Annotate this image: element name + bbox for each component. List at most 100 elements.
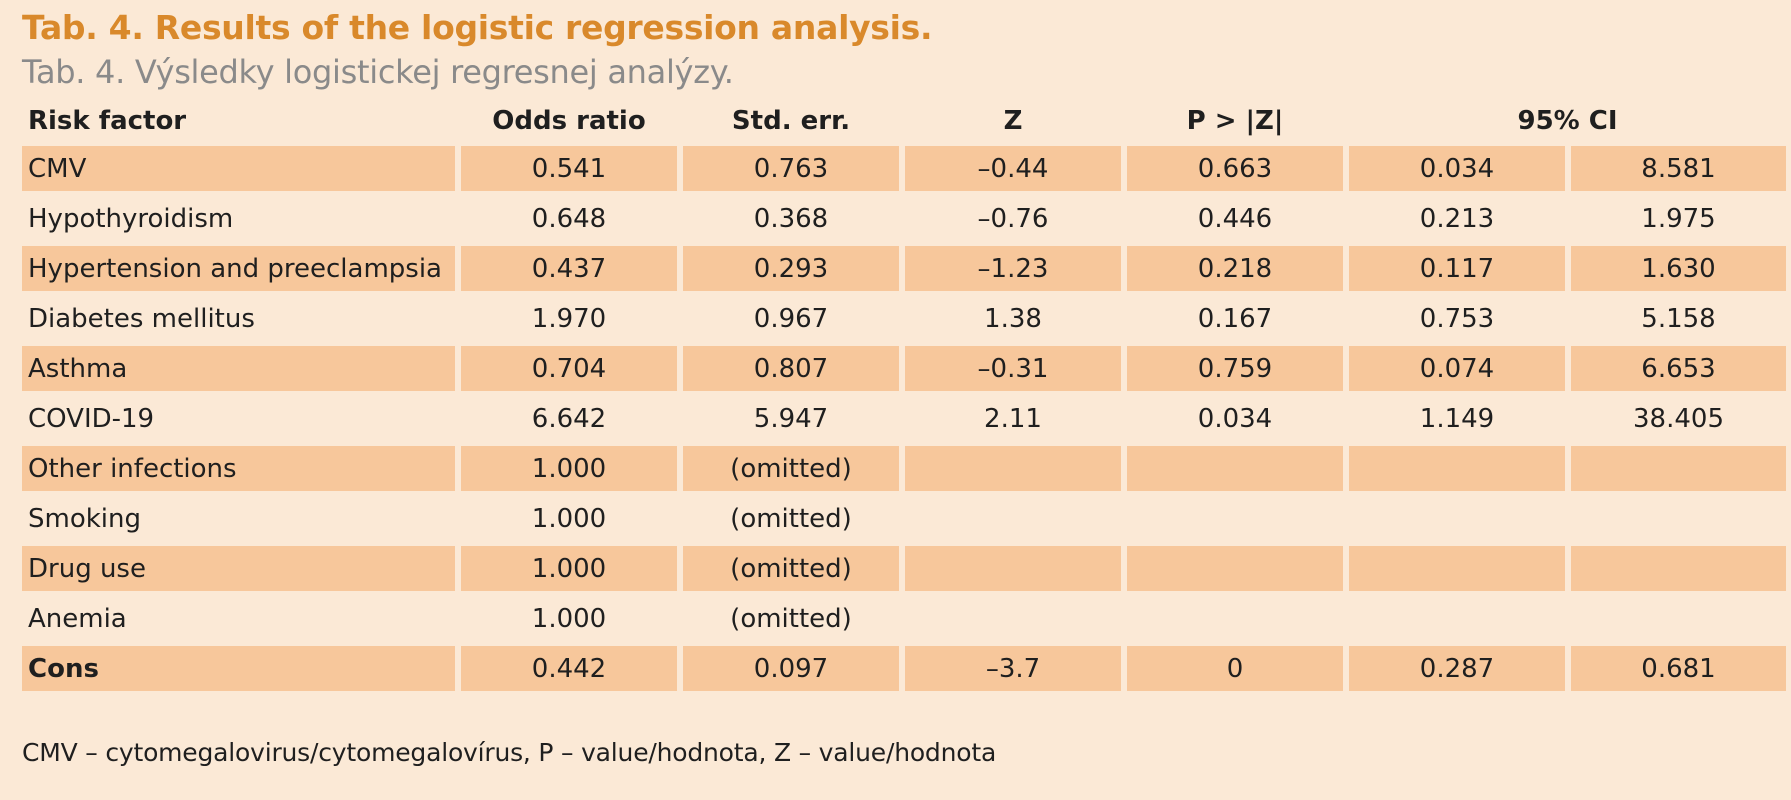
cell-p bbox=[1127, 496, 1343, 541]
cell-ci-low: 0.753 bbox=[1419, 303, 1495, 334]
cell-ci-low bbox=[1349, 596, 1565, 641]
cell-ci-high: 8.581 bbox=[1571, 146, 1787, 191]
cell-z bbox=[905, 596, 1121, 641]
table-row: Asthma 0.704 0.807 –0.31 0.759 0.074 6.6… bbox=[22, 346, 1787, 391]
header-risk-factor: Risk factor bbox=[28, 106, 187, 136]
cell-z: –1.23 bbox=[905, 246, 1121, 291]
cell-std-err: 0.293 bbox=[683, 246, 899, 291]
cell-ci-low bbox=[1349, 546, 1565, 591]
table-row: Cons 0.442 0.097 –3.7 0 0.287 0.681 bbox=[22, 646, 1787, 691]
table-title: Tab. 4. Results of the logistic regressi… bbox=[22, 8, 933, 47]
cell-z bbox=[905, 446, 1121, 491]
cell-odds-ratio: 0.437 bbox=[461, 246, 677, 291]
cell-p: 0.218 bbox=[1127, 246, 1343, 291]
cell-std-err: (omitted) bbox=[730, 603, 852, 634]
cell-std-err: 0.097 bbox=[683, 646, 899, 691]
cell-z bbox=[905, 546, 1121, 591]
cell-p: 0.759 bbox=[1127, 346, 1343, 391]
cell-risk-factor: Hypothyroidism bbox=[28, 203, 234, 234]
cell-std-err: 0.807 bbox=[683, 346, 899, 391]
cell-ci-high: 6.653 bbox=[1571, 346, 1787, 391]
cell-odds-ratio: 1.970 bbox=[531, 303, 607, 334]
cell-p: 0.663 bbox=[1127, 146, 1343, 191]
cell-std-err: 0.967 bbox=[753, 303, 829, 334]
cell-risk-factor: COVID-19 bbox=[28, 403, 155, 434]
cell-risk-factor: Other infections bbox=[22, 446, 455, 491]
cell-odds-ratio: 0.648 bbox=[531, 203, 607, 234]
table-row: Other infections 1.000 (omitted) bbox=[22, 446, 1787, 491]
cell-z bbox=[905, 496, 1121, 541]
header-odds-ratio: Odds ratio bbox=[492, 106, 646, 136]
cell-p: 0.034 bbox=[1197, 403, 1273, 434]
cell-ci-low: 0.287 bbox=[1349, 646, 1565, 691]
cell-ci-high: 1.630 bbox=[1571, 246, 1787, 291]
header-row: Risk factor Odds ratio Std. err. Z P > |… bbox=[22, 101, 1786, 141]
cell-ci-high bbox=[1571, 446, 1787, 491]
table-row: Drug use 1.000 (omitted) bbox=[22, 546, 1787, 591]
cell-odds-ratio: 0.541 bbox=[461, 146, 677, 191]
cell-std-err: (omitted) bbox=[683, 546, 899, 591]
cell-odds-ratio: 0.442 bbox=[461, 646, 677, 691]
cell-z: –0.44 bbox=[905, 146, 1121, 191]
cell-odds-ratio: 1.000 bbox=[461, 546, 677, 591]
cell-risk-factor: Cons bbox=[22, 646, 455, 691]
cell-risk-factor: Diabetes mellitus bbox=[28, 303, 255, 334]
table-row: Diabetes mellitus 1.970 0.967 1.38 0.167… bbox=[22, 296, 1786, 341]
cell-std-err: (omitted) bbox=[683, 446, 899, 491]
cell-odds-ratio: 1.000 bbox=[531, 503, 607, 534]
cell-odds-ratio: 1.000 bbox=[461, 446, 677, 491]
cell-p: 0.446 bbox=[1197, 203, 1273, 234]
cell-std-err: 0.763 bbox=[683, 146, 899, 191]
cell-ci-high bbox=[1571, 596, 1786, 641]
table-row: Anemia 1.000 (omitted) bbox=[22, 596, 1786, 641]
cell-p bbox=[1127, 546, 1343, 591]
cell-risk-factor: CMV bbox=[22, 146, 455, 191]
header-p: P > |Z| bbox=[1186, 106, 1284, 136]
cell-odds-ratio: 6.642 bbox=[531, 403, 607, 434]
cell-risk-factor: Hypertension and preeclampsia bbox=[22, 246, 455, 291]
cell-ci-low: 0.074 bbox=[1349, 346, 1565, 391]
cell-ci-high bbox=[1571, 496, 1786, 541]
cell-p: 0.167 bbox=[1197, 303, 1273, 334]
table-row: Hypothyroidism 0.648 0.368 –0.76 0.446 0… bbox=[22, 196, 1786, 241]
cell-std-err: (omitted) bbox=[730, 503, 852, 534]
cell-ci-high: 1.975 bbox=[1641, 203, 1716, 234]
cell-ci-high: 0.681 bbox=[1571, 646, 1787, 691]
cell-ci-low: 0.034 bbox=[1349, 146, 1565, 191]
cell-risk-factor: Asthma bbox=[22, 346, 455, 391]
table-row: Hypertension and preeclampsia 0.437 0.29… bbox=[22, 246, 1787, 291]
cell-ci-low bbox=[1349, 446, 1565, 491]
header-z: Z bbox=[1003, 106, 1023, 136]
cell-ci-high bbox=[1571, 546, 1787, 591]
table-subtitle: Tab. 4. Výsledky logistickej regresnej a… bbox=[22, 53, 734, 91]
cell-ci-low: 0.117 bbox=[1349, 246, 1565, 291]
cell-std-err: 0.368 bbox=[753, 203, 829, 234]
cell-std-err: 5.947 bbox=[753, 403, 829, 434]
table-row: COVID-19 6.642 5.947 2.11 0.034 1.149 38… bbox=[22, 396, 1786, 441]
cell-odds-ratio: 0.704 bbox=[461, 346, 677, 391]
cell-z: –0.76 bbox=[977, 203, 1049, 234]
cell-ci-low: 1.149 bbox=[1419, 403, 1495, 434]
cell-ci-low: 0.213 bbox=[1419, 203, 1495, 234]
table-row: Smoking 1.000 (omitted) bbox=[22, 496, 1786, 541]
cell-risk-factor: Anemia bbox=[28, 603, 127, 634]
header-std-err: Std. err. bbox=[731, 106, 851, 136]
cell-odds-ratio: 1.000 bbox=[531, 603, 607, 634]
cell-z: –3.7 bbox=[905, 646, 1121, 691]
cell-z: 2.11 bbox=[984, 403, 1042, 434]
cell-ci-high: 38.405 bbox=[1633, 403, 1724, 434]
cell-z: 1.38 bbox=[984, 303, 1042, 334]
table-footnote: CMV – cytomegalovirus/cytomegalovírus, P… bbox=[22, 738, 997, 767]
cell-p: 0 bbox=[1127, 646, 1343, 691]
cell-ci-low bbox=[1349, 496, 1565, 541]
cell-ci-high: 5.158 bbox=[1641, 303, 1716, 334]
cell-z: –0.31 bbox=[905, 346, 1121, 391]
cell-risk-factor: Smoking bbox=[28, 503, 142, 534]
cell-p bbox=[1127, 596, 1343, 641]
cell-p bbox=[1127, 446, 1343, 491]
cell-risk-factor: Drug use bbox=[22, 546, 455, 591]
results-table: Risk factor Odds ratio Std. err. Z P > |… bbox=[16, 96, 1791, 696]
table-row: CMV 0.541 0.763 –0.44 0.663 0.034 8.581 bbox=[22, 146, 1787, 191]
header-95-ci: 95% CI bbox=[1517, 106, 1618, 136]
